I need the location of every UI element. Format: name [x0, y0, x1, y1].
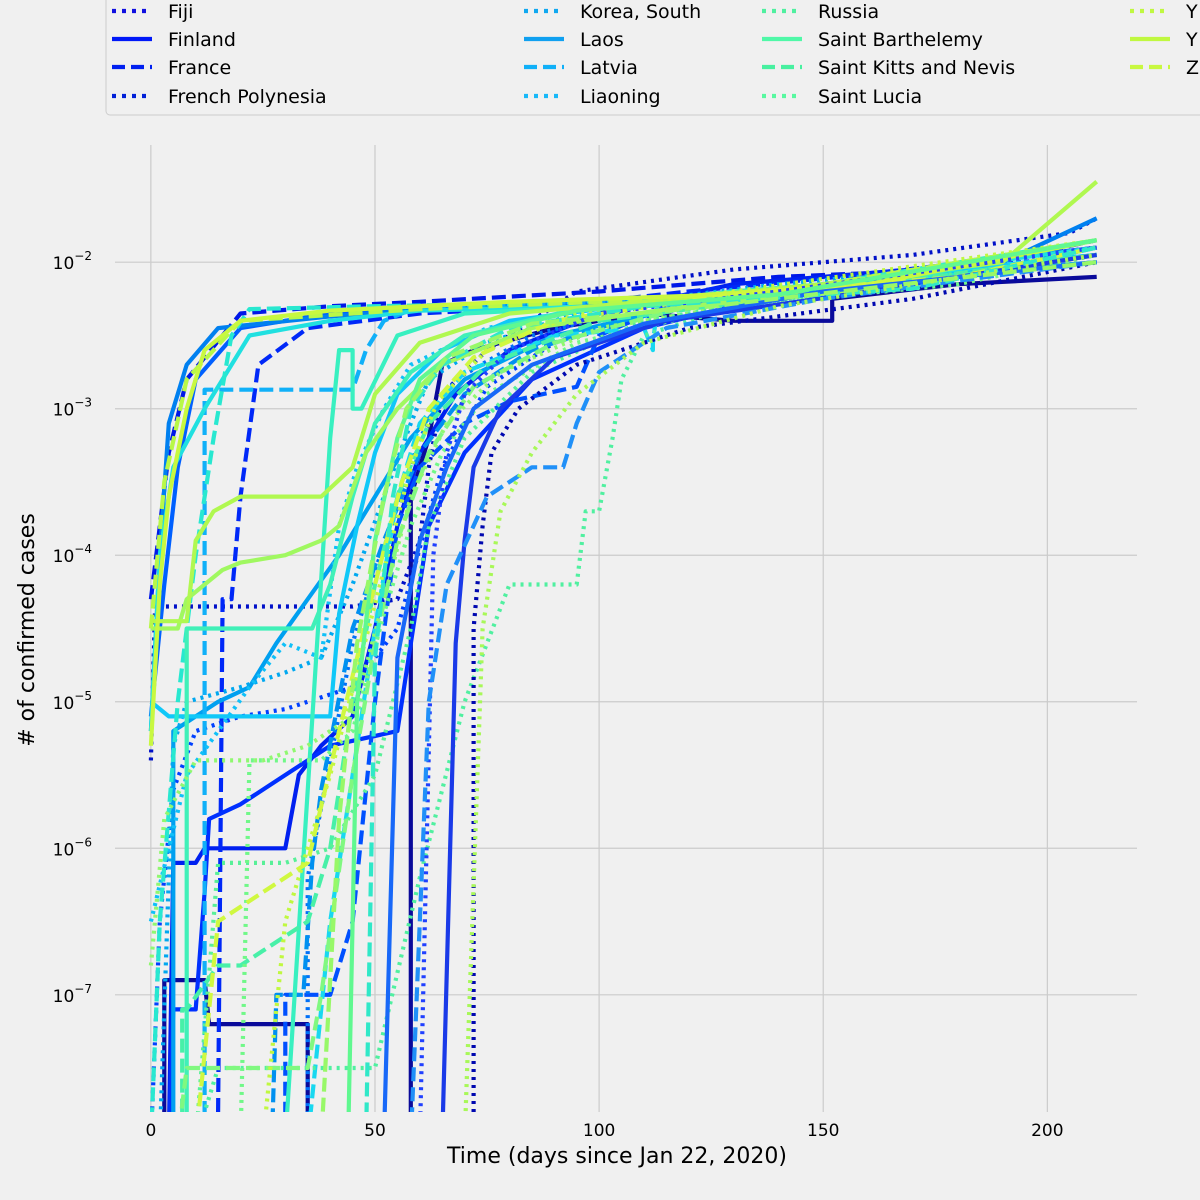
series-line-39 [364, 245, 1098, 1112]
x-tick-label: 0 [145, 1121, 156, 1141]
legend-label: France [168, 57, 231, 79]
y-tick-label: 10−4 [53, 542, 92, 567]
y-tick-label: 10−3 [53, 396, 92, 421]
x-axis-ticks: 0 50 100 150 200 [145, 1121, 1063, 1141]
y-tick-label: 10−6 [53, 835, 92, 860]
series-line-25 [239, 252, 1098, 1112]
x-tick-label: 50 [364, 1121, 386, 1141]
series-line-34 [418, 245, 1097, 1112]
series-line-27 [148, 260, 1097, 966]
legend-box [105, 0, 1200, 116]
series-line-38 [382, 260, 1097, 1112]
y-axis-ticks: 10−2 10−3 10−4 10−5 10−6 10−7 [53, 249, 92, 1007]
series-layer [148, 180, 1099, 1112]
legend-label: Laos [580, 29, 624, 51]
series-line-22 [180, 252, 1097, 1112]
series-line-6 [149, 252, 1097, 1112]
series-line-37 [409, 260, 1097, 1112]
y-axis-label: # of confirmed cases [15, 513, 40, 747]
legend-label: Finland [168, 29, 236, 51]
series-line-31 [263, 238, 1097, 1112]
legend-label: Z [1186, 57, 1199, 79]
y-tick-label: 10−5 [53, 689, 92, 714]
legend-label: Russia [818, 1, 879, 23]
x-tick-label: 200 [1031, 1121, 1063, 1141]
legend-label: Saint Kitts and Nevis [818, 57, 1015, 79]
x-tick-label: 150 [807, 1121, 839, 1141]
legend-label: Latvia [580, 57, 638, 79]
series-line-32 [148, 238, 1098, 746]
legend-label: Saint Lucia [818, 86, 922, 108]
legend-label: Saint Barthelemy [818, 29, 983, 51]
x-axis-label: Time (days since Jan 22, 2020) [446, 1144, 787, 1169]
legend-label: Liaoning [580, 86, 661, 108]
legend-label: Korea, South [580, 1, 701, 23]
series-line-2 [148, 238, 1098, 600]
series-line-35 [440, 252, 1098, 1112]
y-tick-label: 10−2 [53, 249, 92, 274]
legend-label: Y [1185, 1, 1198, 23]
series-line-41 [320, 260, 1097, 1112]
legend-label: French Polynesia [168, 86, 327, 108]
series-line-17 [308, 252, 1097, 1112]
legend-label: Fiji [168, 1, 193, 23]
legend-label: Y [1185, 29, 1198, 51]
series-line-26 [179, 252, 1098, 1112]
y-tick-label: 10−7 [53, 982, 92, 1007]
series-line-4 [216, 245, 1097, 1112]
series-line-1 [148, 216, 1098, 761]
legend: Fiji Finland France French Polynesia Korea, … [105, 0, 1200, 116]
x-tick-label: 100 [583, 1121, 615, 1141]
